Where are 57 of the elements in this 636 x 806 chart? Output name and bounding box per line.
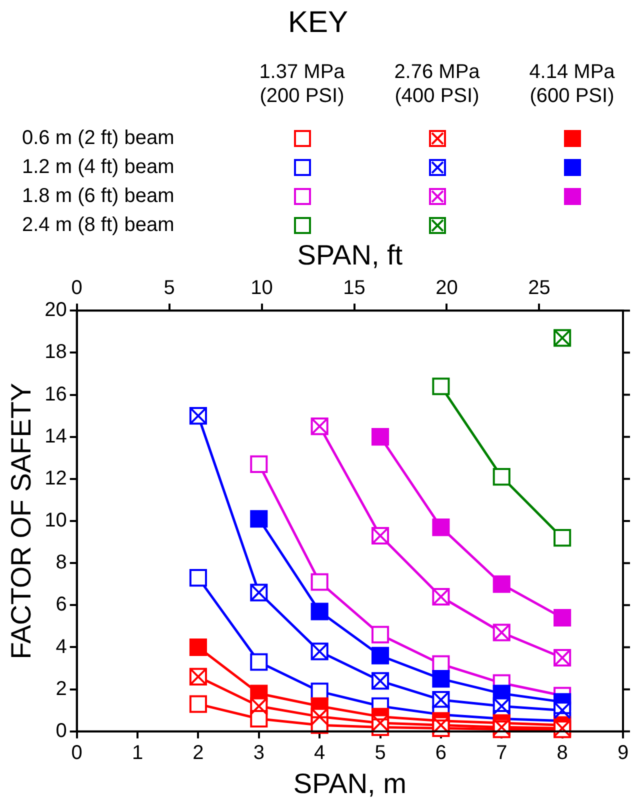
y-tick-label: 0 bbox=[56, 720, 67, 742]
text: 1.8 m (6 ft) beam bbox=[22, 184, 174, 208]
y-tick-label: 4 bbox=[56, 636, 67, 658]
x-tick-label: 3 bbox=[253, 742, 264, 764]
x-tick-label: 2 bbox=[192, 742, 204, 764]
x-tick-label: 7 bbox=[496, 742, 508, 764]
point bbox=[310, 602, 328, 620]
y-tick-label: 14 bbox=[44, 425, 67, 448]
point bbox=[189, 695, 207, 713]
y-tick-label: 16 bbox=[44, 383, 67, 406]
point bbox=[189, 569, 207, 587]
text: 2.4 m (8 ft) beam bbox=[22, 213, 174, 237]
y-tick-label: 8 bbox=[56, 552, 67, 574]
point bbox=[189, 638, 207, 656]
point bbox=[250, 653, 268, 671]
y-axis-title: FACTOR OF SAFETY bbox=[6, 382, 37, 660]
point bbox=[250, 455, 268, 473]
x2-tick-label: 20 bbox=[436, 277, 458, 300]
x2-axis-title: SPAN, ft bbox=[297, 240, 403, 271]
y-tick-label: 12 bbox=[44, 467, 67, 490]
x-tick-label: 0 bbox=[71, 742, 82, 764]
x-tick-label: 9 bbox=[617, 742, 629, 764]
point bbox=[250, 510, 268, 528]
point bbox=[432, 518, 450, 536]
x-tick-label: 4 bbox=[314, 742, 326, 764]
x-axis-title: SPAN, m bbox=[293, 768, 406, 799]
point bbox=[492, 575, 510, 593]
y-tick-label: 18 bbox=[44, 341, 67, 364]
point bbox=[432, 670, 450, 688]
point bbox=[554, 529, 572, 547]
x-tick-label: 8 bbox=[556, 742, 568, 764]
y-tick-label: 6 bbox=[56, 594, 67, 616]
x-tick-label: 1 bbox=[132, 742, 144, 764]
y-tick-label: 2 bbox=[56, 678, 67, 700]
point bbox=[371, 428, 390, 446]
text: 1.37 MPa (200 PSI) bbox=[258, 60, 346, 108]
point bbox=[492, 468, 510, 486]
y-tick-label: 10 bbox=[44, 510, 67, 532]
point bbox=[432, 378, 450, 396]
x-tick-label: 6 bbox=[435, 742, 447, 764]
x2-tick-label: 10 bbox=[250, 277, 273, 300]
point bbox=[310, 573, 328, 591]
point bbox=[554, 609, 572, 627]
y-tick-label: 20 bbox=[44, 299, 67, 322]
text: 4.14 MPa (600 PSI) bbox=[528, 60, 616, 108]
point bbox=[371, 626, 390, 644]
text: 2.76 MPa (400 PSI) bbox=[393, 60, 481, 108]
point bbox=[371, 646, 390, 664]
x2-tick-label: 15 bbox=[343, 277, 366, 300]
x2-tick-label: 5 bbox=[164, 277, 175, 300]
x2-tick-label: 25 bbox=[528, 277, 550, 300]
x-tick-label: 5 bbox=[374, 742, 386, 764]
point bbox=[250, 710, 268, 728]
x2-tick-label: 0 bbox=[71, 277, 82, 300]
legend-title: KEY bbox=[286, 6, 350, 40]
text: 1.2 m (4 ft) beam bbox=[22, 155, 174, 179]
text: 0.6 m (2 ft) beam bbox=[22, 126, 174, 150]
